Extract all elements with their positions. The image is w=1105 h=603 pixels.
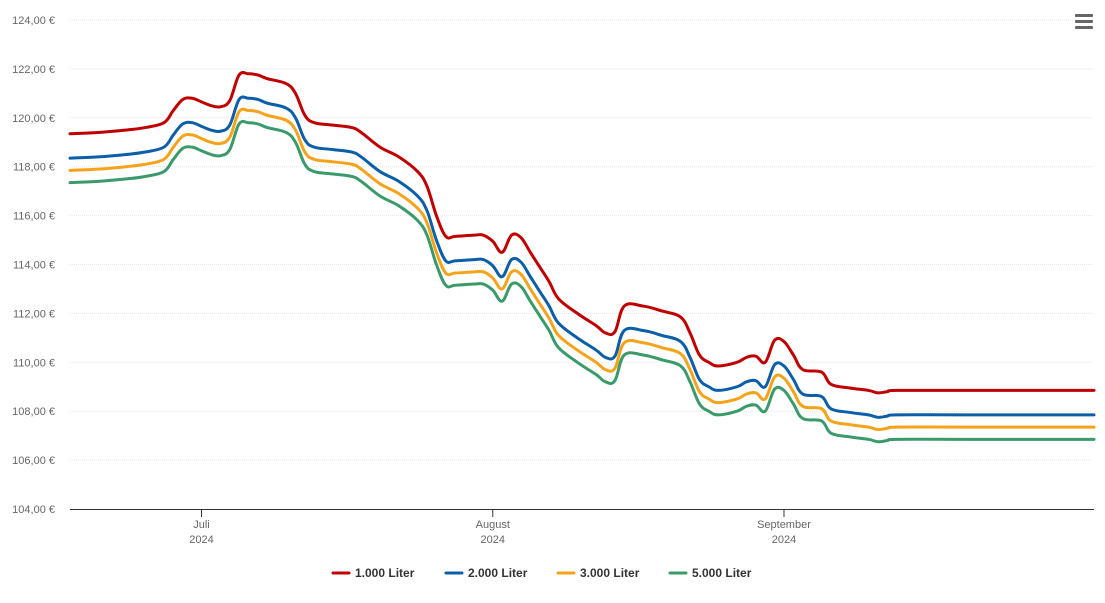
x-tick-year-label: 2024 (481, 534, 505, 546)
gridlines (70, 19, 1094, 461)
y-tick-label: 118,00 € (13, 162, 55, 174)
x-tick-label: Juli (193, 519, 210, 531)
y-tick-label: 106,00 € (12, 455, 55, 467)
x-axis: Juli 2024 August 2024 September 2024 (70, 509, 1094, 546)
series-line-3[interactable] (68, 107, 1096, 432)
legend: 1.000 Liter 2.000 Liter 3.000 Liter 5.000 L… (331, 566, 752, 580)
y-tick-label: 108,00 € (12, 406, 55, 418)
y-tick-label: 112,00 € (13, 308, 55, 320)
x-tick-year-label: 2024 (772, 534, 796, 546)
y-tick-label: 124,00 € (12, 15, 55, 27)
y-tick-label: 120,00 € (12, 113, 55, 125)
y-tick-label: 122,00 € (12, 64, 55, 76)
y-axis: 104,00 € 106,00 € 108,00 € 110,00 € 112,00 €… (12, 15, 55, 516)
y-tick-label: 104,00 € (12, 504, 55, 516)
legend-label: 3.000 Liter (580, 566, 640, 580)
y-tick-label: 116,00 € (13, 211, 55, 223)
hamburger-menu-icon[interactable] (1071, 10, 1097, 32)
legend-label: 5.000 Liter (692, 566, 752, 580)
legend-item-1[interactable]: 1.000 Liter (331, 566, 415, 580)
legend-item-4[interactable]: 5.000 Liter (668, 566, 752, 580)
series-line-4[interactable] (68, 119, 1096, 444)
series-lines (68, 71, 1096, 444)
legend-label: 1.000 Liter (355, 566, 415, 580)
legend-label: 2.000 Liter (468, 566, 528, 580)
legend-item-2[interactable]: 2.000 Liter (444, 566, 528, 580)
legend-item-3[interactable]: 3.000 Liter (556, 566, 640, 580)
x-tick-label: September (757, 519, 811, 531)
series-line-1[interactable] (68, 71, 1096, 395)
x-tick-year-label: 2024 (189, 534, 213, 546)
series-line-2[interactable] (68, 95, 1096, 419)
y-tick-label: 114,00 € (13, 260, 55, 272)
x-tick-label: August (476, 519, 510, 531)
y-tick-label: 110,00 € (13, 357, 55, 369)
